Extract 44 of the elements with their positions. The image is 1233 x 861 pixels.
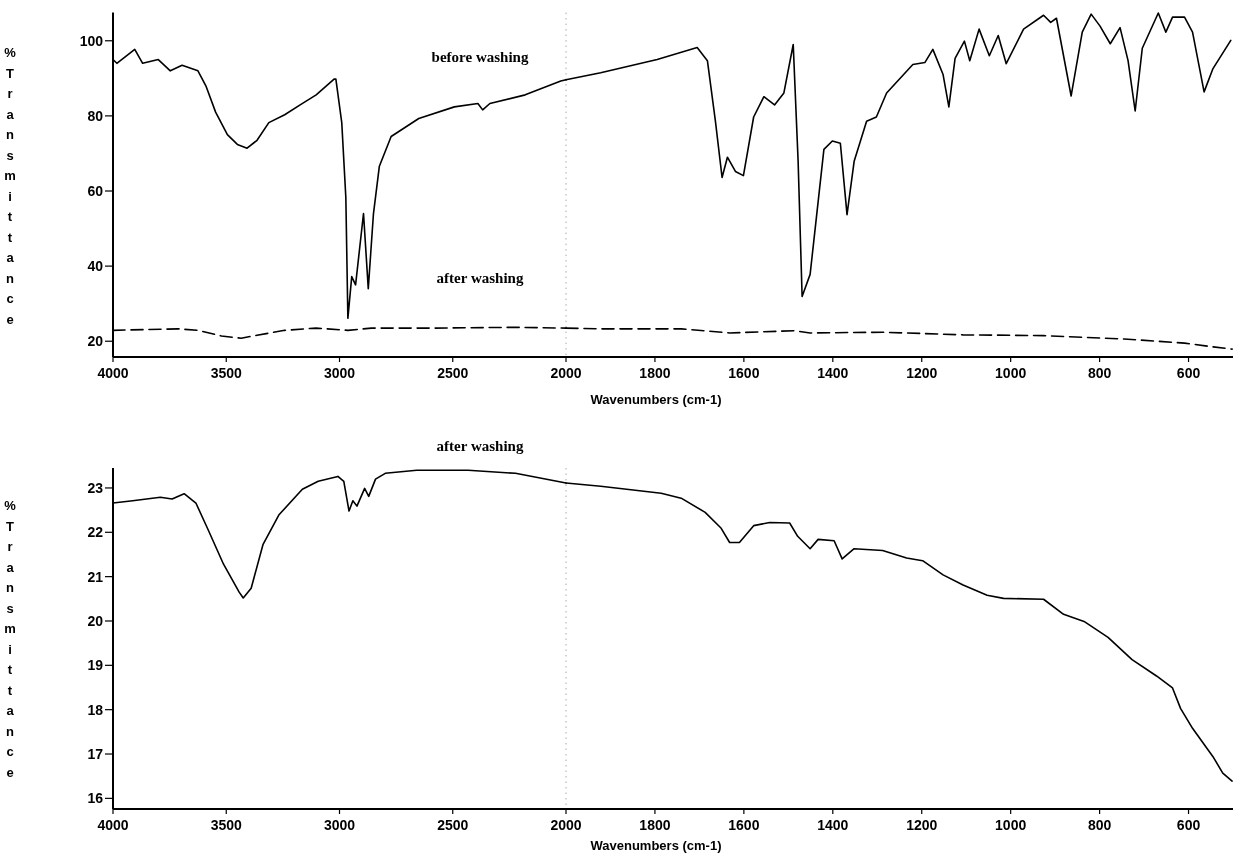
x-tick-label: 1000 — [995, 817, 1027, 833]
x-axis-title: Wavenumbers (cm-1) — [590, 838, 722, 853]
x-tick-label: 3500 — [210, 365, 243, 381]
y-tick-label: 20 — [87, 333, 104, 350]
x-tick-label: 1600 — [728, 817, 760, 833]
y-tick-label: 100 — [79, 32, 104, 49]
x-tick-label: 600 — [1176, 365, 1201, 381]
y-tick-label: 20 — [87, 612, 104, 629]
y-tick-label: 40 — [87, 258, 104, 275]
x-tick-label: 2500 — [437, 365, 469, 381]
y-tick-label: 21 — [87, 568, 104, 585]
x-axis-title: Wavenumbers (cm-1) — [590, 392, 722, 407]
x-tick-label: 600 — [1176, 817, 1201, 833]
y-tick-label: 16 — [87, 790, 104, 807]
y-tick-label: 22 — [87, 524, 104, 541]
x-tick-label: 1000 — [995, 365, 1027, 381]
series-label: before washing — [431, 49, 529, 65]
x-tick-label: 1600 — [728, 365, 760, 381]
x-tick-label: 800 — [1087, 365, 1112, 381]
x-tick-label: 2000 — [550, 365, 582, 381]
text: %Transmittance — [4, 498, 16, 780]
x-tick-label: 1400 — [817, 365, 849, 381]
y-tick-label: 19 — [87, 657, 104, 674]
y-tick-label: 23 — [87, 479, 104, 496]
x-tick-label: 3000 — [323, 817, 356, 833]
x-tick-label: 1800 — [639, 365, 671, 381]
x-tick-label: 3000 — [323, 365, 356, 381]
x-tick-label: 3500 — [210, 817, 243, 833]
x-tick-label: 1800 — [639, 817, 671, 833]
text: after washing — [436, 270, 524, 286]
x-tick-label: 2500 — [437, 817, 469, 833]
x-tick-label: 1400 — [817, 817, 849, 833]
x-tick-label: 2000 — [550, 817, 582, 833]
x-tick-label: 4000 — [97, 817, 129, 833]
x-tick-label: 800 — [1087, 817, 1112, 833]
x-tick-label: 1200 — [906, 365, 938, 381]
text: %Transmittance — [4, 45, 16, 327]
y-tick-label: 18 — [87, 701, 104, 718]
y-tick-label: 17 — [87, 745, 104, 762]
x-tick-label: 1200 — [906, 817, 938, 833]
chart-title: after washing — [436, 438, 524, 454]
y-tick-label: 60 — [87, 182, 104, 199]
y-tick-label: 80 — [87, 107, 104, 124]
x-tick-label: 4000 — [97, 365, 129, 381]
